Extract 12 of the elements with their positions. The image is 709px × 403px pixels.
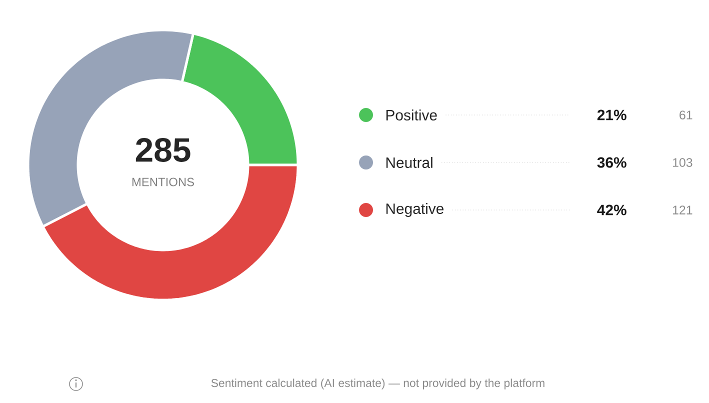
text: Sentiment calculated (AI estimate) — not provided by the platform — [211, 378, 544, 390]
text: 42% — [597, 204, 626, 216]
legend-label: Negative — [386, 203, 444, 217]
legend-label: Neutral — [386, 157, 432, 168]
text: 36% — [597, 157, 626, 168]
legend-label: Positive — [386, 110, 437, 120]
text: 285 — [136, 138, 190, 162]
text: 21% — [597, 110, 626, 120]
text: MENTIONS — [132, 178, 194, 186]
data-label: 61 — [680, 110, 692, 120]
data-label: 121 — [672, 206, 692, 214]
data-label: 103 — [672, 158, 692, 167]
